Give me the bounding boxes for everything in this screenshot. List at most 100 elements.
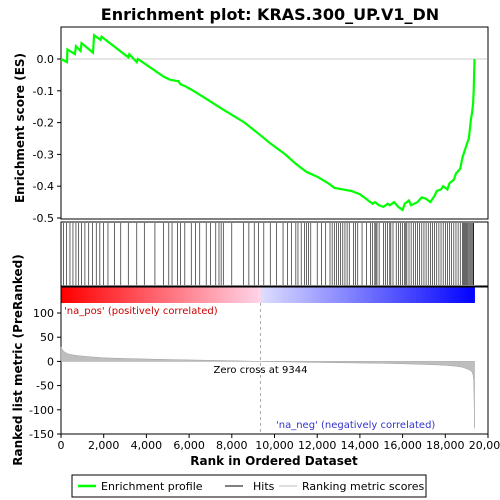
color-bar-segment	[240, 287, 245, 303]
color-bar-segment	[219, 287, 224, 303]
color-bar-segment	[236, 287, 241, 303]
metric-y-tick-label: -50	[36, 380, 54, 393]
color-bar-segment	[226, 287, 231, 303]
color-bar-segment	[446, 287, 451, 303]
color-bar-segment	[85, 287, 89, 303]
x-tick-label: 0	[58, 439, 65, 452]
color-bar-segment	[143, 287, 148, 303]
color-bar-segment	[450, 287, 455, 303]
x-tick-label: 2,000	[88, 439, 120, 452]
color-bar-segment	[433, 287, 438, 303]
color-bar-segment	[443, 287, 448, 303]
color-bar-segment	[123, 287, 127, 303]
color-bar-segment	[471, 287, 475, 303]
color-bar-segment	[405, 287, 410, 303]
color-bar-segment	[415, 287, 420, 303]
color-bar-segment	[171, 287, 176, 303]
color-bar-segment	[195, 287, 200, 303]
color-bar-segment	[191, 287, 196, 303]
color-bar-segment	[302, 287, 307, 303]
color-bar-segment	[136, 287, 141, 303]
color-bar-segment	[202, 287, 207, 303]
color-bar-segment	[74, 287, 79, 303]
color-bar-segment	[260, 287, 265, 303]
color-bar-segment	[336, 287, 341, 303]
color-bar-segment	[340, 287, 344, 303]
metric-y-axis: -150 -100 -50 0 50 100	[29, 307, 61, 441]
pos-label: 'na_pos' (positively correlated)	[64, 306, 218, 317]
color-bar-segment	[119, 287, 124, 303]
color-bar-segment	[381, 287, 386, 303]
x-tick-label: 6,000	[173, 439, 205, 452]
color-bar-segment	[222, 287, 227, 303]
color-bar-segment	[67, 287, 72, 303]
es-y-tick-label: -0.2	[33, 117, 54, 130]
color-bar-segment	[81, 287, 86, 303]
x-tick-label: 10,000	[255, 439, 294, 452]
color-bar-segment	[178, 287, 183, 303]
color-bar-segment	[453, 287, 458, 303]
color-bar-segment	[371, 287, 376, 303]
color-bar-segment	[426, 287, 431, 303]
color-bar-segment	[326, 287, 331, 303]
color-bar-segment	[267, 287, 272, 303]
x-tick-label: 8,000	[216, 439, 248, 452]
color-bar-segment	[288, 287, 293, 303]
color-bar-segment	[129, 287, 134, 303]
color-bar-segment	[419, 287, 424, 303]
color-bar-segment	[109, 287, 114, 303]
color-bar-segment	[295, 287, 300, 303]
color-bar-segment	[312, 287, 317, 303]
color-bar-segment	[364, 287, 369, 303]
color-bar-segment	[291, 287, 296, 303]
color-bar-segment	[360, 287, 365, 303]
x-tick-label: 4,000	[131, 439, 163, 452]
color-bar-segment	[305, 287, 310, 303]
color-bar-segment	[157, 287, 162, 303]
color-bar-segment	[319, 287, 324, 303]
color-bar-segment	[229, 287, 234, 303]
color-bar-segment	[436, 287, 441, 303]
rank-color-bar	[61, 287, 475, 303]
color-bar-segment	[250, 287, 255, 303]
es-y-tick-label: -0.4	[33, 180, 54, 193]
color-bar-segment	[205, 287, 210, 303]
color-bar-segment	[316, 287, 320, 303]
ranking-metric-area	[60, 346, 475, 429]
color-bar-segment	[71, 287, 76, 303]
color-bar-segment	[322, 287, 327, 303]
color-bar-segment	[398, 287, 403, 303]
color-bar-segment	[126, 287, 131, 303]
color-bar-segment	[116, 287, 120, 303]
color-bar-segment	[329, 287, 334, 303]
color-bar-segment	[278, 287, 282, 303]
color-bar-segment	[154, 287, 158, 303]
color-bar-segment	[257, 287, 262, 303]
chart-title: Enrichment plot: KRAS.300_UP.V1_DN	[101, 5, 439, 24]
color-bar-segment	[353, 287, 358, 303]
color-bar-segment	[167, 287, 172, 303]
es-y-tick-label: -0.1	[33, 85, 54, 98]
es-y-tick-label: -0.3	[33, 148, 54, 161]
color-bar-segment	[64, 287, 69, 303]
metric-y-axis-label: Ranked list metric (PreRanked)	[11, 254, 25, 466]
color-bar-segment	[216, 287, 220, 303]
color-bar-segment	[164, 287, 169, 303]
color-bar-segment	[464, 287, 469, 303]
color-bar-segment	[395, 287, 400, 303]
color-bar-segment	[402, 287, 407, 303]
color-bar-segment	[285, 287, 289, 303]
color-bar-segment	[298, 287, 303, 303]
color-bar-segment	[188, 287, 193, 303]
hit-markers	[63, 223, 474, 285]
color-bar-segment	[347, 287, 351, 303]
color-bar-segment	[233, 287, 238, 303]
es-y-axis-label: Enrichment score (ES)	[13, 53, 27, 203]
es-y-axis: -0.5 -0.4 -0.3 -0.2 -0.1 0.0	[33, 53, 61, 225]
x-tick-label: 12,000	[298, 439, 337, 452]
ranking-metric-fill	[60, 346, 475, 429]
color-bar-segment	[384, 287, 389, 303]
hits-panel-frame	[60, 221, 489, 287]
legend-box	[71, 474, 427, 498]
